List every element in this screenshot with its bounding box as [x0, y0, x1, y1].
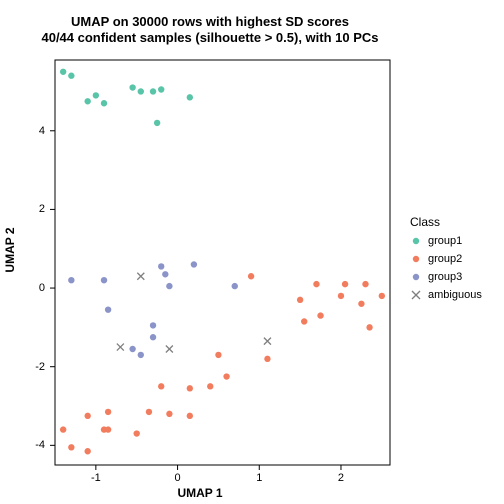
legend-item-group2: group2 [410, 253, 462, 265]
legend-label: group3 [428, 271, 462, 283]
legend-item-ambiguous: ambiguous [410, 289, 482, 301]
x-tick: 2 [338, 472, 344, 484]
dot-icon [410, 271, 422, 283]
legend-item-group1: group1 [410, 235, 462, 247]
dot-icon [410, 253, 422, 265]
y-tick: 4 [39, 125, 45, 137]
y-tick: 2 [39, 203, 45, 215]
y-tick: -2 [35, 361, 45, 373]
dot-icon [410, 235, 422, 247]
scatter-plot [0, 0, 504, 504]
legend-label: group2 [428, 253, 462, 265]
legend-item-group3: group3 [410, 271, 462, 283]
x-tick: -1 [91, 472, 101, 484]
legend-title: Class [410, 215, 440, 229]
x-tick: 0 [174, 472, 180, 484]
cross-icon [410, 289, 422, 301]
y-tick: -4 [35, 439, 45, 451]
legend-label: ambiguous [428, 289, 482, 301]
y-tick: 0 [39, 282, 45, 294]
legend-label: group1 [428, 235, 462, 247]
x-tick: 1 [256, 472, 262, 484]
